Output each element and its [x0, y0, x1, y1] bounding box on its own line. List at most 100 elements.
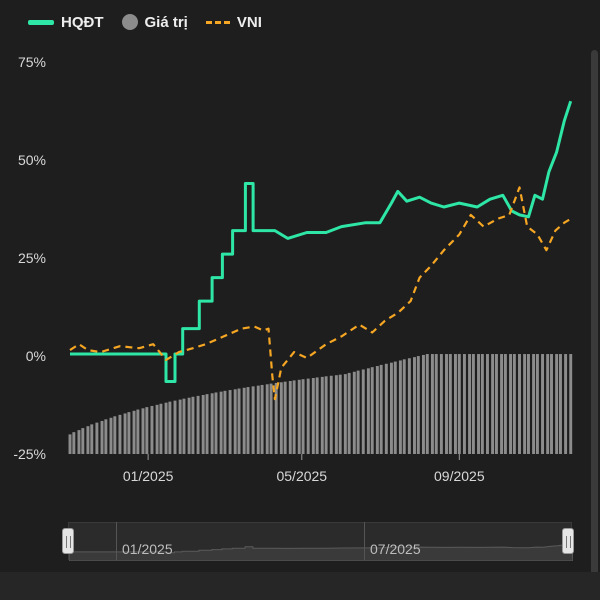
value-bar: [306, 378, 310, 454]
value-bar: [242, 387, 246, 454]
slider-handle-left[interactable]: [62, 528, 74, 554]
slider-preview: [69, 543, 573, 561]
value-bar: [182, 398, 186, 454]
range-slider[interactable]: 01/2025 07/2025: [62, 522, 578, 561]
value-bar: [164, 402, 168, 454]
legend-item-vni[interactable]: VNI: [205, 13, 262, 31]
slider-handle-right[interactable]: [562, 528, 574, 554]
legend-gia-tri-label: Giá trị: [144, 13, 188, 31]
value-bar: [210, 393, 214, 454]
value-bar: [104, 419, 108, 454]
range-slider-track[interactable]: [68, 522, 573, 561]
value-bar: [269, 383, 273, 454]
value-bar: [90, 424, 94, 454]
value-bar: [223, 390, 227, 454]
y-tick-label: 0%: [26, 348, 46, 364]
value-bar: [366, 368, 370, 454]
value-bar: [550, 354, 553, 454]
value-bar: [288, 381, 292, 454]
series-line-vni[interactable]: [69, 186, 572, 401]
value-bar: [246, 387, 250, 454]
value-bar: [145, 407, 149, 454]
value-bar: [127, 412, 131, 454]
value-bar: [159, 403, 163, 454]
value-bar: [453, 354, 457, 454]
value-bar: [292, 380, 296, 454]
value-bar: [500, 354, 504, 454]
value-bar: [439, 354, 443, 454]
value-bar: [68, 434, 72, 454]
value-bar: [86, 426, 90, 454]
value-bar: [260, 384, 264, 454]
value-bar: [413, 357, 416, 454]
value-bar: [343, 374, 347, 454]
value-bar: [334, 375, 338, 454]
value-bar: [196, 395, 200, 454]
value-bar: [237, 388, 241, 454]
value-bar: [123, 413, 127, 454]
value-bar: [256, 385, 260, 454]
value-bar: [297, 379, 301, 454]
value-bar: [315, 377, 319, 454]
y-tick-label: 50%: [18, 152, 46, 168]
value-bar: [72, 432, 76, 454]
value-bar: [311, 378, 315, 454]
performance-chart[interactable]: 75% 50% 25% 0% -25% 01/2025 05/2025 09/2025: [0, 0, 600, 520]
value-bar: [445, 354, 448, 454]
value-bar: [265, 384, 269, 454]
value-bar: [205, 394, 209, 454]
value-bar: [384, 363, 388, 454]
value-bar: [155, 404, 159, 454]
x-tick-label: 05/2025: [276, 468, 327, 484]
legend-hqdt-label: HQĐT: [61, 13, 104, 31]
value-bar: [393, 361, 397, 454]
value-bar: [109, 417, 113, 454]
value-bar: [379, 364, 383, 454]
value-bar: [347, 372, 351, 454]
value-bar: [430, 354, 434, 454]
value-bar: [457, 354, 461, 454]
value-bar: [356, 370, 360, 454]
value-bar: [555, 354, 559, 454]
value-bar: [434, 354, 438, 454]
series-line-hqdt[interactable]: [70, 100, 573, 383]
value-bar: [81, 428, 85, 454]
value-bar: [398, 360, 402, 454]
legend-hqdt-swatch: [28, 19, 54, 25]
value-bar: [320, 376, 324, 454]
value-bar: [518, 354, 521, 454]
value-bar: [535, 354, 539, 454]
value-bar: [352, 371, 356, 454]
value-bar: [201, 394, 205, 454]
value-bar: [187, 397, 191, 454]
series-lines: [69, 100, 573, 401]
value-bar: [480, 354, 484, 454]
value-bar: [150, 405, 154, 454]
value-bar: [228, 390, 232, 454]
y-tick-label: 25%: [18, 250, 46, 266]
value-bar: [168, 401, 172, 454]
value-bar: [416, 356, 420, 454]
value-bar: [100, 420, 104, 454]
legend-vni-label: VNI: [236, 13, 262, 31]
value-bar: [541, 354, 545, 454]
value-bar: [532, 354, 536, 454]
value-bar: [402, 359, 406, 454]
value-bar: [421, 354, 425, 454]
value-bar: [301, 379, 305, 454]
value-bar: [370, 367, 374, 454]
value-bar: [526, 354, 530, 454]
value-bar: [569, 354, 573, 454]
value-bar: [559, 354, 562, 454]
legend-item-hqdt[interactable]: HQĐT: [28, 14, 104, 31]
value-bar: [178, 399, 182, 454]
value-bar: [283, 381, 287, 454]
x-tick-label: 01/2025: [123, 468, 174, 484]
value-bar: [477, 354, 480, 454]
page-scrollbar[interactable]: [591, 50, 598, 590]
value-bars: [68, 354, 573, 454]
value-bar: [486, 354, 489, 454]
value-bar: [77, 430, 81, 454]
legend-item-gia-tri[interactable]: Giá trị: [121, 13, 188, 31]
value-bar: [491, 354, 495, 454]
